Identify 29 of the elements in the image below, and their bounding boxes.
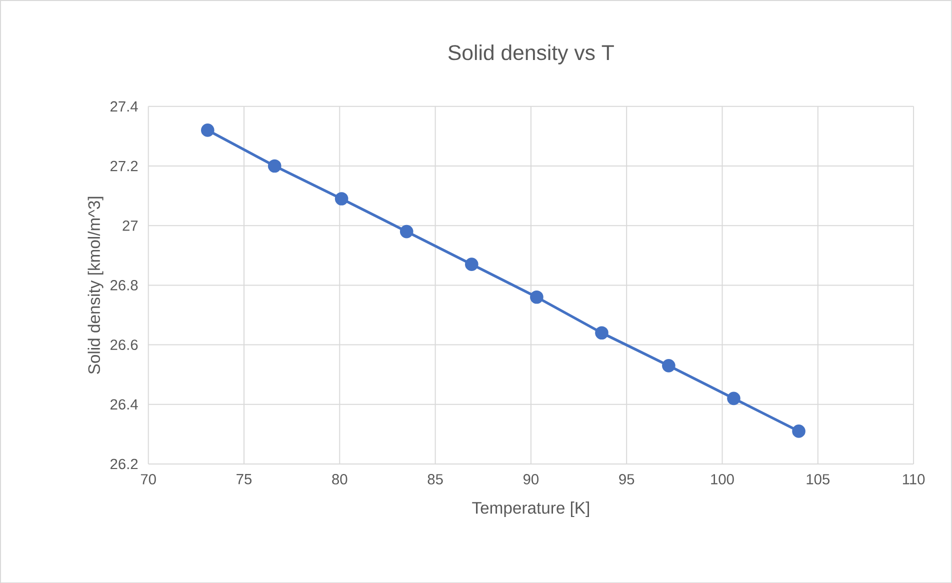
x-tick-label: 80: [332, 474, 348, 484]
x-tick-label: 85: [428, 474, 443, 484]
x-axis-title: Temperature [K]: [472, 501, 589, 517]
y-axis-title: Solid density [kmol/m^3]: [88, 196, 104, 374]
y-tick-label: 26.8: [110, 280, 138, 290]
point: [400, 224, 414, 238]
x-tick-label: 95: [619, 474, 634, 484]
point: [334, 192, 348, 206]
point: [200, 123, 214, 137]
y-tick-label: 26.4: [110, 399, 138, 410]
chart-title: Solid density vs T: [448, 44, 614, 64]
y-tick-label: 27: [122, 220, 138, 231]
y-tick-label: 26.2: [110, 458, 138, 470]
point: [530, 290, 544, 304]
x-tick-label: 90: [523, 474, 539, 484]
y-tick-label: 27.4: [110, 101, 138, 112]
point: [792, 424, 806, 438]
x-tick-label: 70: [140, 474, 156, 484]
point: [268, 159, 282, 172]
x-tick-label: 100: [711, 474, 734, 484]
point: [595, 326, 608, 340]
x-tick-label: 110: [902, 474, 925, 484]
y-tick-label: 26.6: [110, 339, 138, 350]
point: [464, 257, 478, 271]
x-tick-label: 75: [236, 474, 252, 484]
point: [727, 392, 740, 405]
x-tick-label: 105: [806, 474, 830, 484]
point: [662, 358, 676, 372]
y-tick-label: 27.2: [110, 160, 138, 171]
